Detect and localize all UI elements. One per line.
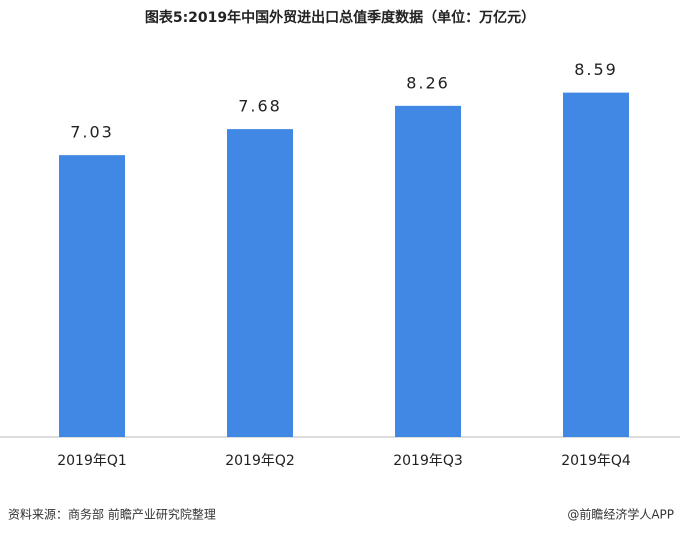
value-label: 8.59 [574, 60, 618, 79]
value-label: 7.03 [70, 123, 114, 142]
bar [59, 155, 125, 438]
bar [563, 92, 629, 437]
x-tick-label: 2019年Q1 [57, 453, 127, 469]
credit: @前瞻经济学人APP [567, 507, 674, 522]
value-label: 7.68 [238, 97, 282, 116]
chart-title: 图表5:2019年中国外贸进出口总值季度数据（单位：万亿元） [145, 9, 535, 26]
value-label: 8.26 [406, 73, 450, 92]
x-tick-label: 2019年Q2 [225, 453, 295, 469]
bar [227, 129, 293, 438]
x-tick-label: 2019年Q3 [393, 453, 463, 469]
source-note: 资料来源：商务部 前瞻产业研究院整理 [8, 507, 216, 522]
x-tick-label: 2019年Q4 [561, 453, 631, 469]
bar [395, 105, 461, 438]
